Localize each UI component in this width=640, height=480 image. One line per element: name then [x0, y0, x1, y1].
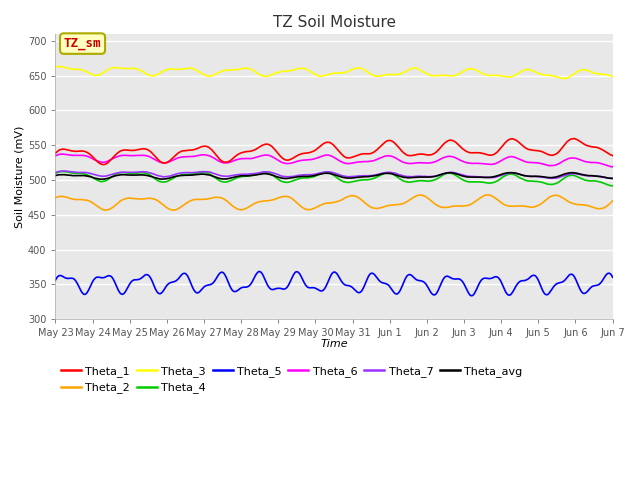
Theta_5	[511, 286, 518, 292]
Theta_4	[321, 169, 328, 175]
Theta_avg	[598, 174, 605, 180]
Line: Theta_avg: Theta_avg	[56, 173, 612, 179]
Title: TZ Soil Moisture: TZ Soil Moisture	[273, 15, 396, 30]
Text: TZ_sm: TZ_sm	[64, 37, 101, 50]
Theta_6	[509, 154, 517, 160]
Theta_2	[317, 202, 325, 208]
Theta_avg	[99, 176, 106, 182]
Theta_2	[484, 192, 492, 198]
Theta_3	[321, 72, 328, 78]
Theta_2	[321, 201, 328, 206]
Theta_3	[609, 74, 616, 80]
Theta_6	[317, 154, 325, 159]
Theta_2	[170, 207, 178, 213]
Theta_5	[598, 279, 605, 285]
Theta_7	[596, 174, 604, 180]
Theta_1	[317, 143, 325, 148]
Theta_1	[509, 136, 517, 142]
Theta_7	[321, 169, 328, 175]
Theta_6	[596, 160, 604, 166]
Theta_5	[256, 269, 264, 275]
Theta_3	[385, 72, 392, 77]
Theta_7	[354, 173, 362, 179]
Theta_4	[60, 168, 67, 174]
Line: Theta_4: Theta_4	[56, 171, 612, 186]
Theta_2	[609, 198, 616, 204]
Theta_3	[56, 64, 64, 70]
Legend: Theta_1, Theta_2, Theta_3, Theta_4, Theta_5, Theta_6, Theta_7, Theta_avg: Theta_1, Theta_2, Theta_3, Theta_4, Thet…	[61, 366, 523, 393]
Theta_6	[58, 151, 66, 157]
Theta_6	[385, 153, 392, 158]
Theta_avg	[511, 170, 518, 176]
Line: Theta_3: Theta_3	[56, 67, 612, 79]
Theta_7	[509, 170, 517, 176]
Theta_6	[321, 153, 328, 158]
Theta_7	[317, 170, 325, 176]
Theta_avg	[317, 171, 325, 177]
Theta_5	[52, 277, 60, 283]
Theta_avg	[609, 176, 616, 181]
Theta_4	[354, 178, 362, 183]
Theta_1	[570, 136, 577, 142]
Theta_avg	[321, 170, 328, 176]
Theta_avg	[354, 174, 362, 180]
Theta_5	[385, 282, 392, 288]
Theta_3	[598, 72, 605, 77]
Theta_4	[385, 170, 392, 176]
Theta_4	[609, 183, 616, 189]
Theta_1	[354, 152, 362, 158]
Theta_1	[609, 153, 616, 158]
Theta_3	[509, 73, 517, 79]
Theta_7	[609, 176, 616, 181]
Theta_2	[511, 203, 518, 209]
Theta_avg	[385, 170, 392, 176]
Theta_3	[561, 76, 568, 82]
Theta_4	[596, 179, 604, 185]
Theta_avg	[507, 170, 515, 176]
Line: Theta_5: Theta_5	[56, 272, 612, 296]
Theta_1	[321, 140, 328, 146]
Line: Theta_7: Theta_7	[56, 171, 612, 179]
Theta_4	[509, 171, 517, 177]
Line: Theta_6: Theta_6	[56, 154, 612, 167]
Theta_3	[354, 65, 362, 71]
Theta_1	[598, 146, 605, 152]
Theta_6	[354, 159, 362, 165]
Theta_5	[468, 293, 476, 299]
X-axis label: Time: Time	[320, 339, 348, 349]
Theta_2	[385, 203, 392, 208]
Theta_6	[609, 164, 616, 170]
Theta_1	[100, 162, 108, 168]
Line: Theta_1: Theta_1	[56, 139, 612, 165]
Theta_4	[317, 171, 325, 177]
Line: Theta_2: Theta_2	[56, 195, 612, 210]
Theta_3	[317, 73, 325, 79]
Theta_5	[321, 286, 328, 292]
Theta_5	[609, 275, 616, 280]
Theta_3	[52, 64, 60, 70]
Theta_2	[52, 195, 60, 201]
Theta_5	[317, 288, 325, 294]
Theta_1	[52, 150, 60, 156]
Y-axis label: Soil Moisture (mV): Soil Moisture (mV)	[15, 125, 25, 228]
Theta_2	[598, 205, 605, 211]
Theta_7	[52, 170, 60, 176]
Theta_6	[52, 153, 60, 158]
Theta_7	[385, 169, 392, 175]
Theta_5	[354, 289, 362, 295]
Theta_1	[385, 138, 392, 144]
Theta_avg	[52, 173, 60, 179]
Theta_7	[60, 168, 67, 174]
Theta_4	[52, 170, 60, 176]
Theta_2	[354, 194, 362, 200]
